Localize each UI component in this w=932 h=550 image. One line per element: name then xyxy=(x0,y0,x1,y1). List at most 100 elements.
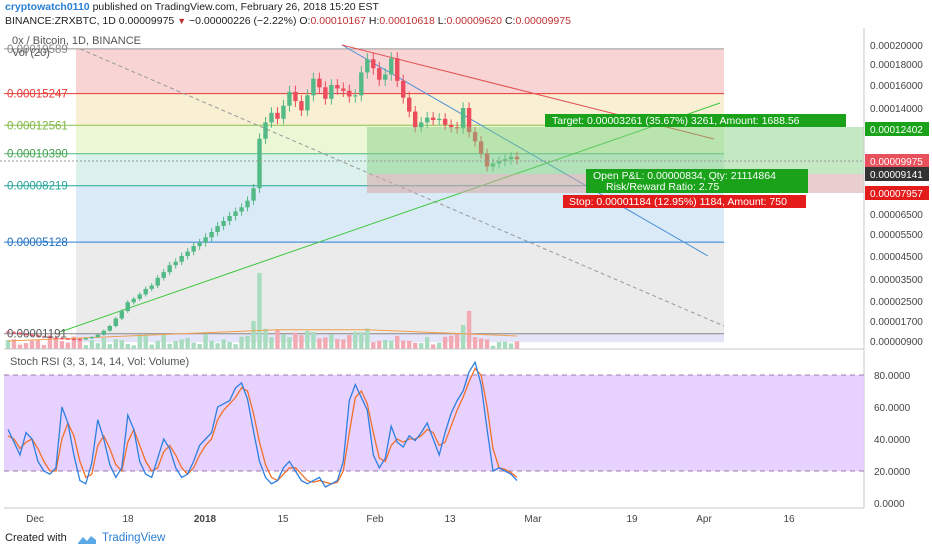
candle-body xyxy=(502,159,508,162)
volume-bar xyxy=(460,325,466,349)
published-text: published on TradingView.com, February 2… xyxy=(92,1,379,13)
candle-body xyxy=(77,339,83,341)
price-tick-label: 0.00004500 xyxy=(870,252,923,263)
volume-bar xyxy=(173,340,178,349)
stoch-k-line xyxy=(7,360,518,488)
volume-bar xyxy=(257,273,262,349)
candle-body xyxy=(329,85,334,99)
candle-body xyxy=(215,226,220,232)
candle-body xyxy=(107,326,112,331)
candle-body xyxy=(233,211,238,216)
volume-bar xyxy=(263,328,268,349)
chart-header: cryptowatch0110 published on TradingView… xyxy=(0,0,932,30)
candle-body xyxy=(155,277,160,286)
candle-body xyxy=(460,108,466,129)
price-tag-label: 0.00009975 xyxy=(870,157,923,168)
candle-body xyxy=(359,72,364,96)
price-tag-label: 0.00009141 xyxy=(870,170,923,181)
volume-bar xyxy=(484,339,490,349)
candle-body xyxy=(245,200,250,208)
volume-bar xyxy=(41,345,47,349)
price-tick-label: 0.00000900 xyxy=(870,337,923,348)
volume-bar xyxy=(113,339,118,349)
tradingview-logo-icon xyxy=(78,536,96,544)
candle-body xyxy=(365,59,370,73)
stop-label: Stop: 0.00001184 (12.95%) 1184, Amount: … xyxy=(569,196,787,208)
price-tag-bg xyxy=(865,122,929,136)
volume-bar xyxy=(413,342,418,349)
candle-body xyxy=(436,118,442,120)
volume-bar xyxy=(478,338,484,349)
low-label: L: xyxy=(437,15,447,27)
volume-bar xyxy=(496,342,502,349)
candle-body xyxy=(29,334,35,336)
fib-level-label: 0.00019589 xyxy=(7,44,68,56)
volume-bar xyxy=(341,339,346,349)
time-tick-label: 18 xyxy=(122,514,134,525)
candle-body xyxy=(418,122,424,128)
candles xyxy=(5,52,520,341)
volume-bars xyxy=(5,273,520,349)
publisher-link[interactable]: cryptowatch0110 xyxy=(5,1,90,13)
candle-body xyxy=(95,334,101,337)
symbol-ohlc-line: BINANCE:ZRXBTC, 1D 0.00009975 ▼ −0.00000… xyxy=(5,15,571,27)
volume-bar xyxy=(514,341,520,349)
low-value: 0.00009620 xyxy=(446,15,503,27)
candle-body xyxy=(448,124,454,128)
time-tick-label: 13 xyxy=(444,514,456,525)
candle-body xyxy=(47,337,53,338)
candle-body xyxy=(239,207,244,212)
candle-body xyxy=(430,117,436,120)
volume-bar xyxy=(407,340,412,349)
candle-body xyxy=(323,87,328,99)
candle-body xyxy=(5,331,11,333)
stoch-band xyxy=(4,375,864,471)
candle-body xyxy=(490,163,496,167)
volume-bar xyxy=(161,334,166,349)
volume-bar xyxy=(71,336,77,349)
volume-bar xyxy=(239,336,244,349)
candle-body xyxy=(173,261,178,266)
chart-area[interactable]: Target: 0.00003261 (35.67%) 3261, Amount… xyxy=(0,28,932,529)
candle-body xyxy=(17,333,23,334)
stoch-rsi-panel: Stoch RSI (3, 3, 14, 14, Vol: Volume) 80.… xyxy=(4,356,911,510)
candle-body xyxy=(466,108,472,132)
candle-body xyxy=(149,285,154,289)
time-tick-label: Feb xyxy=(366,514,384,525)
volume-bar xyxy=(185,337,190,349)
volume-bar xyxy=(89,340,95,349)
candle-body xyxy=(89,337,95,339)
candle-body xyxy=(353,95,358,97)
chart-title: 0x / Bitcoin, 1D, BINANCE xyxy=(12,35,141,47)
volume-bar xyxy=(323,337,328,349)
candle-body xyxy=(341,88,346,91)
tradingview-brand[interactable]: TradingView xyxy=(102,532,166,544)
volume-bar xyxy=(454,334,460,349)
volume-bar xyxy=(125,343,130,349)
time-tick-label: Apr xyxy=(696,514,712,525)
candle-body xyxy=(203,237,208,243)
volume-bar xyxy=(347,335,352,349)
price-tick-label: 0.00014000 xyxy=(870,104,923,115)
volume-bar xyxy=(430,344,436,349)
volume-bar xyxy=(53,338,59,349)
last-price: 0.00009975 xyxy=(118,15,175,27)
candle-body xyxy=(442,118,448,125)
volume-bar xyxy=(436,342,442,349)
candle-body xyxy=(377,68,382,80)
stop-label-bg xyxy=(563,195,806,208)
candle-body xyxy=(335,85,340,89)
volume-bar xyxy=(353,331,358,349)
volume-bar xyxy=(119,340,124,349)
volume-bar xyxy=(209,340,214,349)
volume-bar xyxy=(5,340,11,349)
candle-body xyxy=(287,91,292,106)
close-value: 0.00009975 xyxy=(515,15,571,27)
candle-body xyxy=(65,338,71,340)
fib-level-label: 0.00008219 xyxy=(7,181,68,193)
price-tag-label: 0.00007957 xyxy=(870,189,923,200)
candle-body xyxy=(496,161,502,164)
volume-bar xyxy=(23,343,29,349)
candle-body xyxy=(508,156,514,160)
high-value: 0.00010618 xyxy=(379,15,435,27)
